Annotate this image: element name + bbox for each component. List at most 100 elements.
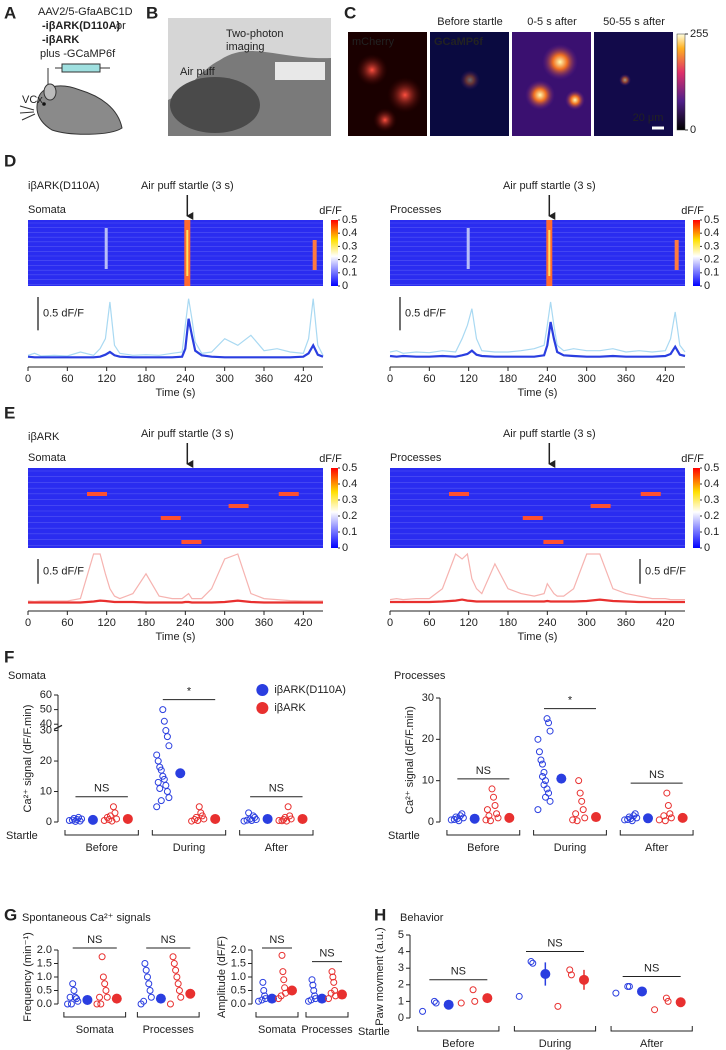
y-tick-label: 5 (398, 929, 404, 941)
mean-point (82, 994, 93, 1005)
data-point (660, 812, 668, 820)
colorbar-tick-label: 0.4 (704, 227, 719, 239)
significance-label: NS (644, 962, 659, 974)
data-point (488, 785, 496, 793)
data-point (245, 809, 253, 817)
panel-label: F (4, 647, 14, 666)
category-label: Somata (76, 1024, 115, 1036)
data-point (280, 976, 288, 984)
colorbar-tick-label: 0.5 (342, 462, 357, 474)
data-point (624, 816, 632, 824)
data-point (540, 768, 548, 776)
y-axis-label: Frequency (min⁻¹) (22, 932, 34, 1022)
colorbar-tick-label: 0.5 (342, 214, 357, 226)
data-point (97, 1000, 105, 1008)
plot-title: Somata (28, 204, 67, 216)
mean-point (337, 989, 347, 1000)
mean-point (469, 813, 480, 824)
mean-point (262, 813, 273, 824)
vector-text: AAV2/5-GfaABC1D (38, 6, 133, 18)
image-detail (542, 44, 578, 80)
data-point (534, 806, 542, 814)
data-point (286, 812, 294, 820)
reporter-text: plus -GCaMP6f (40, 48, 116, 60)
category-label: Processes (143, 1024, 195, 1036)
y-tick-label: 0 (46, 816, 52, 828)
colorbar-label: dF/F (319, 453, 342, 465)
data-point (93, 1000, 101, 1008)
data-point (543, 715, 551, 723)
plot-title: Somata (28, 452, 67, 464)
image-detail (619, 74, 631, 86)
data-point (534, 735, 542, 743)
x-tick-label: 60 (61, 617, 73, 629)
y-tick-label: 60 (40, 689, 52, 701)
data-point (579, 806, 587, 814)
heatmap-hot (590, 504, 611, 508)
y-tick-label: 1.0 (231, 971, 246, 983)
image (594, 32, 673, 136)
category-label: Before (85, 842, 117, 854)
x-tick-label: 180 (137, 617, 155, 629)
category-bracket (64, 830, 139, 836)
data-point (103, 813, 111, 821)
colorbar-tick-label: 0.4 (704, 478, 719, 490)
y-tick-label: 40 (40, 718, 52, 730)
y-tick-label: 1.5 (231, 957, 246, 969)
data-point (538, 773, 546, 781)
scale-bar-label: 20 μm (633, 112, 664, 124)
annotation: Air puff startle (3 s) (503, 428, 596, 440)
x-tick-label: 360 (617, 373, 635, 385)
category-bracket (63, 1012, 127, 1018)
heatmap-hot (640, 492, 661, 496)
data-point (275, 816, 283, 824)
data-point (581, 814, 589, 822)
colorbar (331, 220, 338, 286)
data-point (280, 816, 288, 824)
data-point (102, 987, 110, 994)
heatmap-hot (548, 230, 551, 276)
colorbar-label: dF/F (681, 453, 704, 465)
x-tick-label: 300 (215, 373, 233, 385)
colorbar-tick-label: 0.1 (704, 267, 719, 279)
x-tick-label: 180 (499, 617, 517, 629)
x-axis-label: Time (s) (156, 387, 196, 399)
data-point (240, 817, 248, 825)
data-point (430, 997, 438, 1005)
data-point (154, 778, 162, 786)
mean-point (267, 993, 277, 1004)
data-point (546, 797, 554, 805)
image-label: GCaMP6f (434, 36, 483, 48)
plot-title: Processes (390, 452, 442, 464)
data-point (661, 817, 669, 825)
mean-point (637, 986, 647, 997)
plot-title: Processes (394, 670, 446, 682)
data-point (664, 997, 672, 1005)
data-point (631, 810, 639, 818)
significance-label: NS (451, 966, 466, 978)
x-axis-label: Startle (6, 830, 38, 842)
y-tick-label: 20 (422, 733, 434, 745)
image-detail (565, 90, 585, 110)
x-tick-label: 240 (176, 373, 194, 385)
data-point (103, 993, 111, 1001)
image-title: Before startle (437, 16, 502, 28)
colorbar-tick-label: 0.1 (342, 526, 357, 538)
image-detail (373, 108, 397, 132)
data-point (545, 719, 553, 727)
category-bracket (239, 830, 314, 836)
category-label: After (640, 1038, 664, 1050)
panel-label: C (344, 3, 356, 22)
data-point (156, 784, 164, 792)
data-point (174, 980, 182, 988)
colorbar-tick-label: 0 (342, 280, 348, 292)
data-point (162, 727, 170, 735)
data-point (535, 748, 543, 756)
heatmap-hot (278, 492, 299, 496)
mean-point (122, 813, 133, 824)
data-point (469, 986, 477, 994)
data-point (554, 1002, 562, 1010)
data-point (173, 973, 181, 981)
data-point (330, 978, 338, 986)
